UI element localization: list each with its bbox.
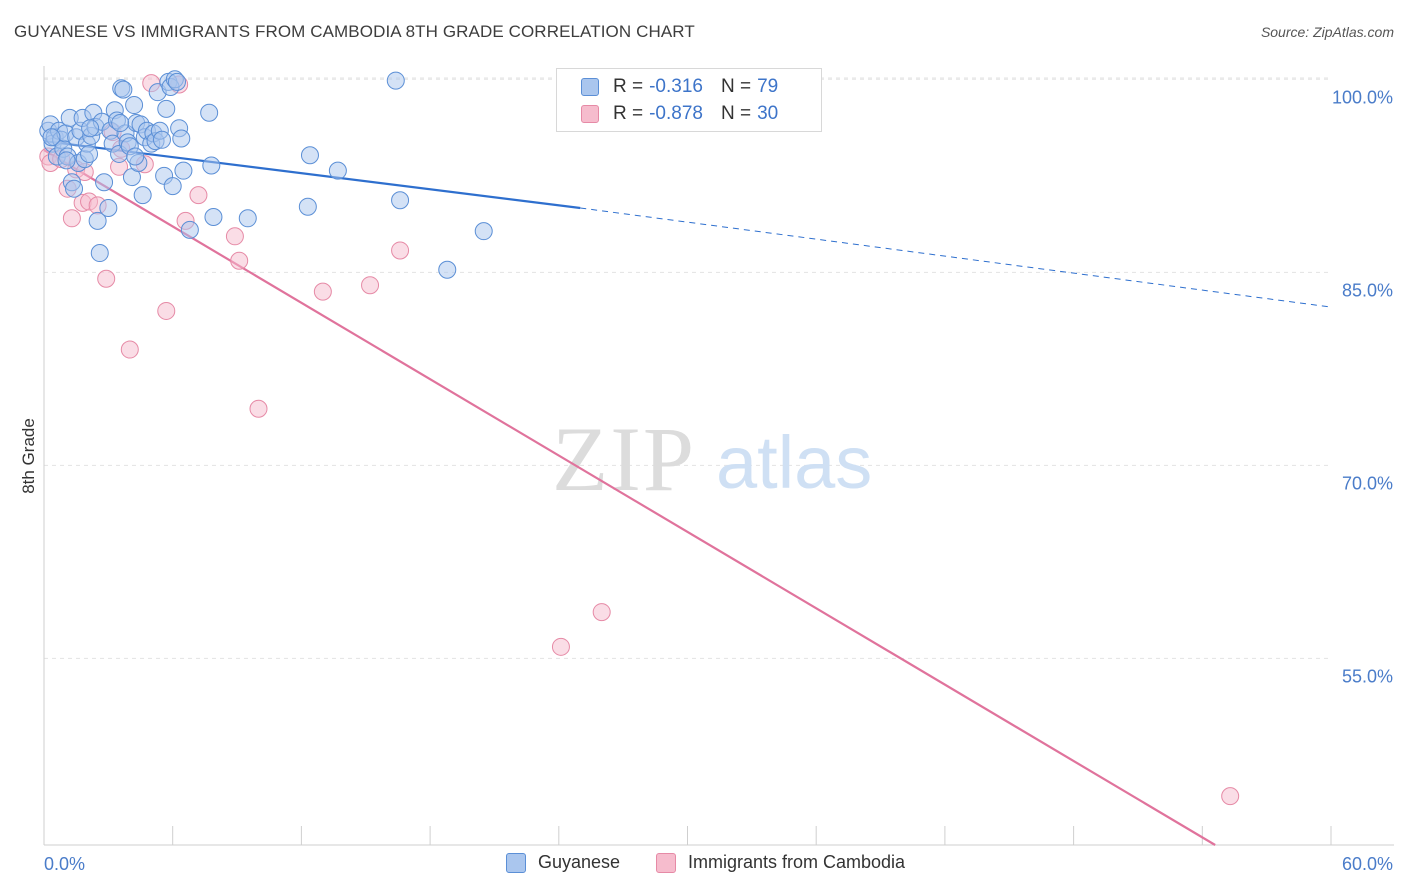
point-guyanese (133, 186, 152, 205)
point-cambodia (551, 637, 570, 656)
legend-r-label: R = (613, 103, 644, 124)
point-guyanese (157, 99, 176, 118)
point-cambodia (1221, 787, 1240, 806)
legend-n-label: N = (720, 103, 752, 124)
point-guyanese (391, 191, 410, 210)
bottom-legend-cambodia: Immigrants from Cambodia (656, 852, 905, 873)
source-label: Source: ZipAtlas.com (1260, 24, 1394, 40)
point-guyanese (81, 119, 100, 138)
point-guyanese (125, 96, 144, 115)
point-cambodia (189, 186, 208, 205)
point-guyanese (99, 198, 118, 217)
bottom-legend-label-guyanese: Guyanese (538, 852, 621, 872)
point-cambodia (225, 227, 244, 246)
point-cambodia (157, 301, 176, 320)
point-guyanese (438, 260, 457, 279)
bottom-legend-guyanese: Guyanese (506, 852, 620, 873)
point-guyanese (114, 80, 133, 99)
point-guyanese (126, 147, 145, 166)
point-guyanese (111, 114, 130, 133)
point-guyanese (95, 173, 114, 192)
chart-title: GUYANESE VS IMMIGRANTS FROM CAMBODIA 8TH… (14, 22, 695, 41)
point-cambodia (391, 241, 410, 260)
point-guyanese (200, 103, 219, 122)
point-guyanese (180, 220, 199, 239)
point-cambodia (97, 269, 116, 288)
point-cambodia (361, 276, 380, 295)
tick-labels: 100.0% 85.0% 70.0% 55.0% 0.0% 60.0% (44, 87, 1393, 874)
x-tick-label: 60.0% (1342, 854, 1393, 874)
point-guyanese (163, 177, 182, 196)
bottom-legend-swatch-cambodia (656, 852, 676, 873)
trend-line-guyanese-extension (580, 207, 1332, 308)
point-guyanese (202, 156, 221, 175)
point-guyanese (65, 179, 84, 198)
point-guyanese (90, 244, 109, 263)
point-guyanese (42, 128, 61, 147)
point-guyanese (298, 197, 317, 216)
legend-r-value: -0.316 (649, 76, 703, 97)
point-cambodia (62, 209, 81, 228)
point-guyanese (328, 161, 347, 180)
trend-line-cambodia (43, 149, 1216, 846)
point-cambodia (249, 399, 268, 418)
bottom-legend-label-cambodia: Immigrants from Cambodia (688, 852, 906, 872)
point-guyanese (88, 211, 107, 230)
legend-swatch-guyanese (581, 78, 599, 96)
y-axis-label: 8th Grade (19, 418, 38, 494)
y-tick-label: 85.0% (1342, 280, 1393, 300)
point-guyanese (172, 129, 191, 148)
x-tick-label: 0.0% (44, 854, 85, 874)
bottom-legend-swatch-guyanese (506, 852, 526, 873)
axes (43, 66, 1394, 846)
y-tick-label: 55.0% (1342, 666, 1393, 686)
point-guyanese (174, 161, 193, 180)
y-tick-label: 100.0% (1332, 87, 1393, 107)
point-guyanese (474, 222, 493, 241)
legend-row-guyanese: R = -0.316 N = 79 (581, 74, 778, 100)
point-guyanese (386, 71, 405, 90)
point-cambodia (120, 340, 139, 359)
legend-swatch-cambodia (581, 105, 599, 123)
point-guyanese (238, 209, 257, 228)
point-cambodia (592, 603, 611, 622)
legend-n-value: 30 (757, 103, 779, 124)
legend-row-cambodia: R = -0.878 N = 30 (581, 101, 778, 127)
watermark-atlas: atlas (716, 421, 872, 504)
data-points (39, 70, 1240, 806)
point-guyanese (57, 151, 76, 170)
y-tick-label: 70.0% (1342, 473, 1393, 493)
legend-n-label: N = (720, 76, 752, 97)
point-guyanese (167, 72, 186, 91)
legend-n-value: 79 (757, 76, 779, 97)
point-cambodia (230, 251, 249, 270)
point-guyanese (152, 130, 171, 149)
point-cambodia (313, 282, 332, 301)
point-guyanese (300, 146, 319, 165)
stats-legend: R = -0.316 N = 79 R = -0.878 N = 30 (556, 68, 822, 132)
point-guyanese (204, 208, 223, 226)
legend-r-label: R = (613, 76, 644, 97)
legend-r-value: -0.878 (649, 103, 703, 124)
point-guyanese (80, 144, 99, 163)
